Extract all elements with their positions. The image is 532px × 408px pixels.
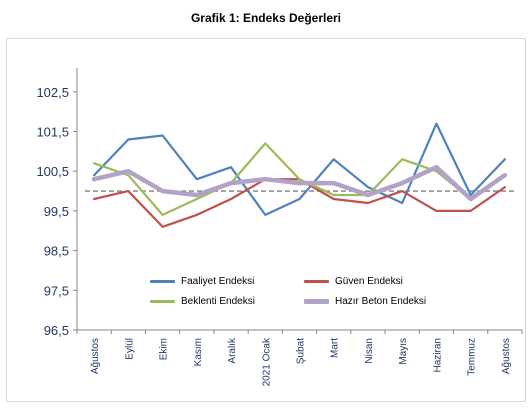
x-tick-label: Ağustos (501, 338, 512, 374)
x-tick-label: Mart (330, 338, 341, 358)
y-tick-label: 97,5 (44, 283, 69, 298)
legend-swatch-beklenti (150, 300, 175, 303)
x-tick-label: Temmuz (467, 338, 478, 376)
legend-label-hazir-beton: Hazır Beton Endeksi (335, 296, 427, 307)
legend: Faaliyet Endeksi Güven Endeksi Beklenti … (150, 276, 470, 316)
legend-item-hazir-beton: Hazır Beton Endeksi (304, 296, 426, 307)
x-tick-label: Ekim (159, 338, 170, 360)
legend-item-faaliyet: Faaliyet Endeksi (150, 276, 254, 287)
x-tick-label: Nisan (364, 338, 375, 364)
series-line-faaliyet (92, 122, 506, 216)
legend-label-beklenti: Beklenti Endeksi (181, 296, 255, 307)
y-tick-label: 100,5 (36, 164, 69, 179)
chart-title: Grafik 1: Endeks Değerleri (190, 11, 342, 25)
x-tick-label: Aralık (227, 337, 238, 364)
legend-label-faaliyet: Faaliyet Endeksi (181, 276, 255, 287)
x-tick-label: Kasım (193, 338, 204, 366)
x-tick-label: 2021 Ocak (261, 337, 272, 386)
legend-swatch-faaliyet (150, 280, 175, 283)
y-tick-label: 98,5 (44, 244, 69, 259)
y-tick-label: 96,5 (44, 323, 69, 338)
x-tick-label: Şubat (296, 338, 307, 364)
y-tick-label: 102,5 (36, 85, 69, 100)
chart-area (6, 38, 526, 402)
y-tick-label: 101,5 (36, 125, 69, 140)
x-tick-label: Ağustos (90, 338, 101, 374)
legend-item-beklenti: Beklenti Endeksi (150, 296, 255, 307)
legend-swatch-hazir-beton (304, 299, 329, 304)
x-tick-label: Haziran (432, 338, 443, 372)
x-tick-label: Eylül (124, 338, 135, 360)
legend-swatch-guven (304, 280, 329, 283)
legend-item-guven: Güven Endeksi (304, 276, 403, 287)
y-tick-label: 99,5 (44, 204, 69, 219)
x-tick-label: Mayıs (398, 338, 409, 365)
legend-label-guven: Güven Endeksi (335, 276, 403, 287)
